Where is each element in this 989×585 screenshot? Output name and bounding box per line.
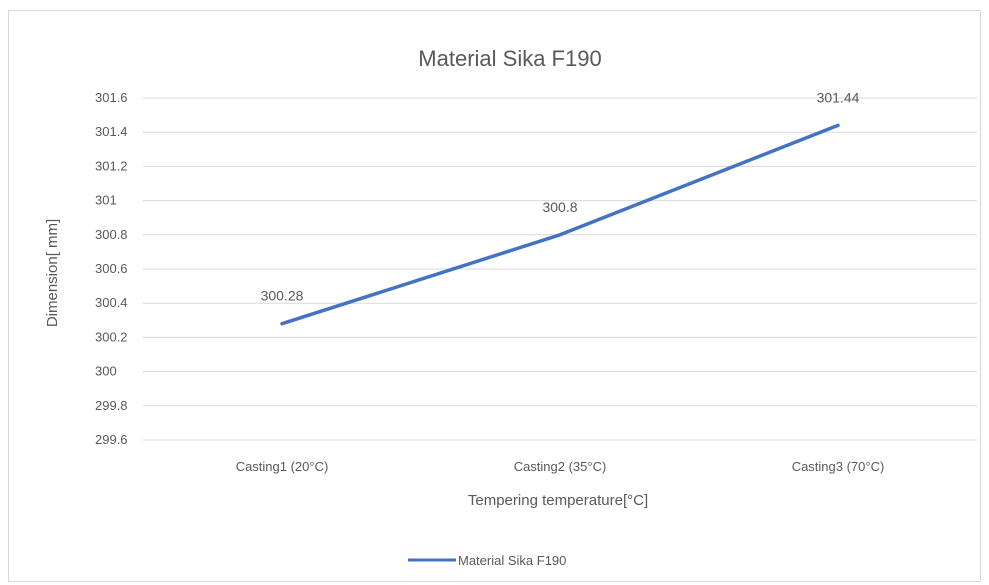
y-tick-label: 301.6 xyxy=(95,90,128,105)
y-tick-label: 300 xyxy=(95,364,117,379)
y-tick-label: 300.4 xyxy=(95,295,128,310)
y-tick-label: 299.8 xyxy=(95,398,128,413)
chart-frame xyxy=(8,10,981,582)
data-label: 300.28 xyxy=(261,288,304,304)
series-line xyxy=(280,123,840,326)
chart-title: Material Sika F190 xyxy=(418,46,601,71)
gridlines xyxy=(143,97,977,441)
data-label: 300.8 xyxy=(542,199,577,215)
y-axis-label: Dimension[ mm] xyxy=(44,219,61,327)
legend: Material Sika F190 xyxy=(408,553,566,568)
y-axis-ticks: 299.6 299.8 300 300.2 300.4 300.6 300.8 301 301.… xyxy=(95,90,128,447)
x-tick-label: Casting2 (35°C) xyxy=(514,459,607,474)
data-labels: 300.28 300.8 301.44 xyxy=(261,89,860,303)
legend-series-name: Material Sika F190 xyxy=(458,553,566,568)
x-axis-label: Tempering temperature[°C] xyxy=(468,492,648,509)
x-tick-label: Casting3 (70°C) xyxy=(792,459,885,474)
y-tick-label: 301 xyxy=(95,193,117,208)
series-layer xyxy=(280,123,840,326)
data-label: 301.44 xyxy=(817,89,860,105)
x-tick-label: Casting1 (20°C) xyxy=(236,459,329,474)
y-tick-label: 301.4 xyxy=(95,124,128,139)
x-axis-ticks: Casting1 (20°C) Casting2 (35°C) Casting3 (… xyxy=(236,459,885,474)
y-tick-label: 299.6 xyxy=(95,432,128,447)
y-tick-label: 300.2 xyxy=(95,329,128,344)
y-tick-label: 301.2 xyxy=(95,158,128,173)
y-tick-label: 300.8 xyxy=(95,227,128,242)
y-tick-label: 300.6 xyxy=(95,261,128,276)
